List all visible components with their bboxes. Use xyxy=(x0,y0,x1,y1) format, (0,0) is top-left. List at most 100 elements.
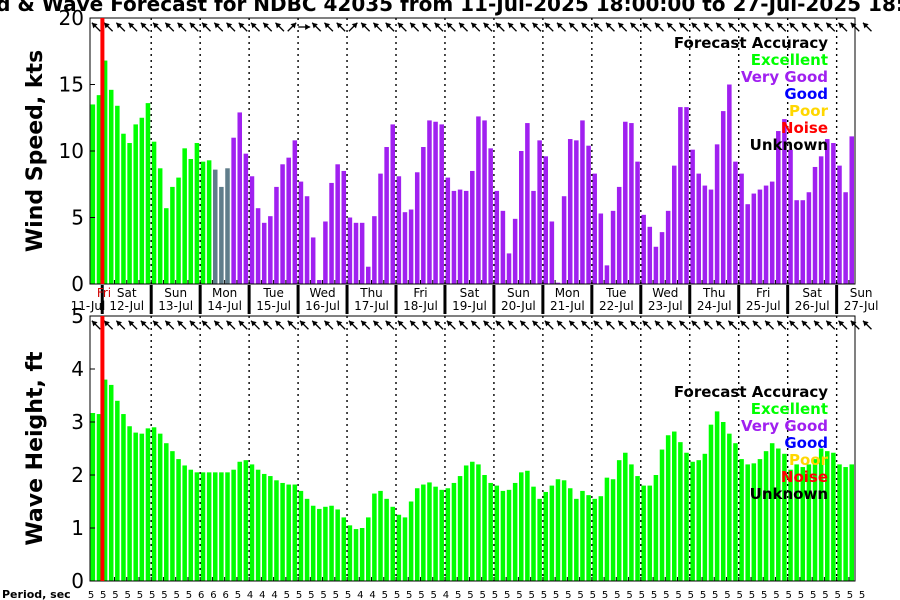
bar xyxy=(653,246,659,284)
direction-arrow-icon xyxy=(275,22,285,32)
legend-entry: Poor xyxy=(789,102,829,120)
bar xyxy=(537,498,542,581)
period-value: 5 xyxy=(431,590,437,600)
period-value: 5 xyxy=(516,590,522,600)
bar xyxy=(353,529,359,581)
period-value: 5 xyxy=(320,590,326,600)
direction-arrow-icon xyxy=(360,320,371,330)
day-of-week-label: Tue xyxy=(262,286,284,300)
date-label: 19-Jul xyxy=(452,299,487,313)
bar xyxy=(623,452,628,581)
direction-arrow-icon xyxy=(507,320,517,330)
bar xyxy=(164,208,169,284)
bar xyxy=(843,467,848,581)
bar xyxy=(641,214,646,284)
bar xyxy=(121,133,126,284)
bar xyxy=(292,484,298,581)
direction-arrow-icon xyxy=(140,22,150,32)
direction-arrow-icon xyxy=(458,320,469,330)
period-value: 5 xyxy=(785,590,791,600)
bar xyxy=(739,459,744,581)
bar xyxy=(90,104,96,284)
legend-entry: Noise xyxy=(781,468,828,486)
bar xyxy=(261,222,267,284)
bar xyxy=(274,480,279,581)
direction-arrow-icon xyxy=(250,320,260,330)
day-of-week-label: Thu xyxy=(359,286,383,300)
direction-arrow-icon xyxy=(789,320,799,330)
y-tick-label: 15 xyxy=(59,73,84,97)
y-tick-label: 1 xyxy=(71,516,84,540)
bar xyxy=(561,196,567,284)
bar xyxy=(298,181,304,284)
bar xyxy=(421,484,426,581)
direction-arrow-icon xyxy=(556,320,566,330)
wind-speed-panel: 0 5 10 15 20 Wind Speed, kts Forecast Accuracy… xyxy=(23,6,878,314)
direction-arrow-icon xyxy=(115,22,126,32)
direction-arrow-icon xyxy=(801,22,811,32)
bar xyxy=(476,116,481,284)
bar xyxy=(549,221,555,284)
bar xyxy=(672,165,677,284)
bar xyxy=(763,451,769,581)
period-value: 5 xyxy=(712,590,718,600)
bar xyxy=(519,151,524,284)
bar xyxy=(776,448,781,581)
period-value: 5 xyxy=(626,590,632,600)
bar xyxy=(451,482,457,581)
bar xyxy=(708,424,714,581)
bar xyxy=(133,124,138,285)
period-value: 5 xyxy=(406,590,412,600)
direction-arrow-icon xyxy=(238,22,248,32)
legend-entry: Unknown xyxy=(750,485,828,503)
bar xyxy=(219,472,224,581)
direction-arrow-icon xyxy=(740,320,750,330)
bar xyxy=(745,204,750,284)
bar xyxy=(335,164,340,284)
bar xyxy=(127,426,132,581)
bar xyxy=(206,160,212,284)
bar xyxy=(720,111,726,284)
direction-arrow-icon xyxy=(654,22,664,32)
bar xyxy=(402,517,408,581)
direction-arrow-icon xyxy=(250,22,260,32)
date-label: 21-Jul xyxy=(550,299,585,313)
direction-arrow-icon xyxy=(752,320,762,330)
bar xyxy=(727,433,732,581)
bar xyxy=(580,120,585,284)
bar xyxy=(139,433,145,581)
direction-arrow-icon xyxy=(470,22,481,32)
bar xyxy=(812,166,818,284)
period-value: 5 xyxy=(173,590,179,600)
bar xyxy=(170,451,175,581)
bar xyxy=(347,525,353,581)
direction-arrow-icon xyxy=(311,320,322,330)
bar xyxy=(482,475,487,581)
period-value: 6 xyxy=(222,590,228,600)
day-of-week-label: Wed xyxy=(309,286,335,300)
direction-arrow-icon xyxy=(434,320,444,330)
period-label: Period, sec xyxy=(2,588,71,600)
direction-arrow-icon xyxy=(556,22,566,32)
bar xyxy=(647,226,653,284)
bar xyxy=(341,170,347,284)
bar xyxy=(231,469,236,581)
day-of-week-label: Thu xyxy=(702,286,726,300)
day-of-week-label: Sat xyxy=(460,286,480,300)
direction-arrow-icon xyxy=(568,22,579,32)
bar xyxy=(151,427,157,581)
bar xyxy=(108,89,114,284)
bar xyxy=(188,158,194,284)
direction-arrow-icon xyxy=(666,320,677,330)
direction-arrow-icon xyxy=(201,22,211,32)
date-label: 22-Jul xyxy=(599,299,634,313)
bar xyxy=(684,452,689,581)
y-tick-label: 2 xyxy=(71,463,84,487)
bar xyxy=(372,216,377,284)
direction-arrow-icon xyxy=(838,320,848,330)
direction-arrow-icon xyxy=(275,320,285,330)
direction-arrow-icon xyxy=(470,320,481,330)
bar xyxy=(292,140,298,284)
bar xyxy=(219,186,224,284)
bar xyxy=(696,173,701,284)
